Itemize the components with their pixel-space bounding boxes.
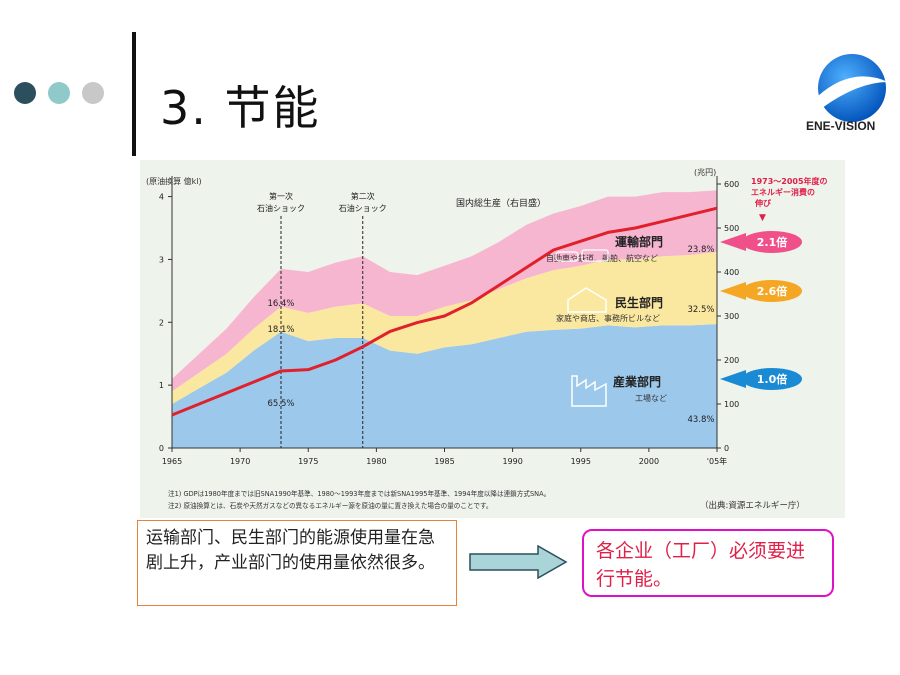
y2-axis-label: (兆円): [694, 167, 716, 177]
residential-badge: [742, 280, 802, 302]
y-tick-label-0: 0: [159, 444, 164, 453]
chart-note-2: 注2) 原油換算とは、石炭や天然ガスなどの異なるエネルギー源を原油の量に置き換え…: [168, 501, 493, 510]
car-train-icon: [555, 249, 609, 262]
x-tick-label-4: 1985: [434, 457, 454, 466]
sublabel-transport: 自動車や鉄道、船舶、航空など: [546, 253, 658, 263]
pct-2005-0: 23.8%: [687, 245, 714, 255]
house-icon: [567, 287, 607, 313]
factory-icon: [571, 375, 607, 407]
title-divider: [132, 32, 136, 156]
transport-badge: [742, 231, 802, 253]
x-tick-label-3: 1980: [366, 457, 386, 466]
dot-gray: [82, 82, 104, 104]
right-arrow-icon: [469, 545, 568, 579]
growth-arrow-icon: ▼: [759, 213, 766, 223]
x-tick-label-7: 2000: [639, 457, 659, 466]
pct-1973-1: 18.1%: [267, 325, 294, 335]
y-axis-label: (原油換算 億kl): [146, 176, 202, 186]
residential-pointer: [720, 282, 746, 300]
y2-tick-label-3: 300: [724, 312, 739, 321]
label-transport: 運輸部門: [615, 234, 663, 249]
area-series-0: [172, 324, 717, 448]
x-tick-label-5: 1990: [502, 457, 522, 466]
y2-tick-label-1: 100: [724, 400, 739, 409]
chart-source: （出典:資源エネルギー庁）: [700, 500, 805, 511]
sublabel-residential: 家庭や商店、事務所ビルなど: [556, 313, 660, 323]
dot-dark: [14, 82, 36, 104]
shock-label-1-b: 石油ショック: [339, 203, 387, 213]
y2-tick-label-6: 600: [724, 180, 739, 189]
shock-label-1-a: 第二次: [351, 191, 375, 201]
transport-pointer: [720, 233, 746, 251]
pct-2005-1: 32.5%: [687, 305, 714, 315]
dot-teal: [48, 82, 70, 104]
growth-title-1: 1973～2005年度の: [751, 176, 828, 186]
label-gdp: 国内総生産（右目盛）: [456, 197, 546, 209]
industry-pointer: [720, 370, 746, 388]
y-tick-label-1: 1: [159, 381, 164, 390]
industry-growth: 1.0倍: [757, 372, 788, 386]
pct-1973-0: 16.4%: [267, 299, 294, 309]
shock-label-0-b: 石油ショック: [257, 203, 305, 213]
y-tick-label-3: 3: [159, 255, 164, 264]
result-box: 各企业（工厂）必须要进行节能。: [582, 529, 834, 597]
ene-vision-logo: [818, 54, 888, 122]
residential-growth: 2.6倍: [757, 284, 788, 298]
y2-tick-label-2: 200: [724, 356, 739, 365]
y-tick-label-4: 4: [159, 193, 164, 202]
growth-title-3: 伸び: [754, 198, 771, 208]
x-tick-label-1: 1970: [230, 457, 250, 466]
note-box: 运输部门、民生部门的能源使用量在急剧上升，产业部门的使用量依然很多。: [137, 520, 457, 606]
gdp-line: [171, 206, 718, 417]
area-series-1: [172, 251, 717, 404]
label-industry: 産業部門: [613, 374, 661, 389]
chart-note-1: 注1) GDPは1980年度までは旧SNA1990年基準、1980～1993年度…: [168, 489, 550, 498]
y2-tick-label-0: 0: [724, 444, 729, 453]
x-tick-label-8: '05年: [707, 456, 727, 466]
shock-label-0-a: 第一次: [269, 191, 293, 201]
transport-growth: 2.1倍: [757, 235, 788, 249]
decorative-dots: [14, 82, 104, 104]
growth-title-2: エネルギー消費の: [751, 187, 815, 197]
industry-badge: [742, 368, 802, 390]
pct-2005-2: 43.8%: [687, 415, 714, 425]
x-tick-label-0: 1965: [162, 457, 182, 466]
logo-text: ENE-VISION: [806, 119, 876, 133]
y-tick-label-2: 2: [159, 318, 164, 327]
page-title: 3. 节能: [160, 81, 321, 135]
y2-tick-label-4: 400: [724, 268, 739, 277]
y2-tick-label-5: 500: [724, 224, 739, 233]
sublabel-industry: 工場など: [635, 393, 667, 403]
label-residential: 民生部門: [615, 295, 663, 310]
x-tick-label-2: 1975: [298, 457, 318, 466]
x-tick-label-6: 1995: [571, 457, 591, 466]
pct-1973-2: 65.5%: [267, 399, 294, 409]
